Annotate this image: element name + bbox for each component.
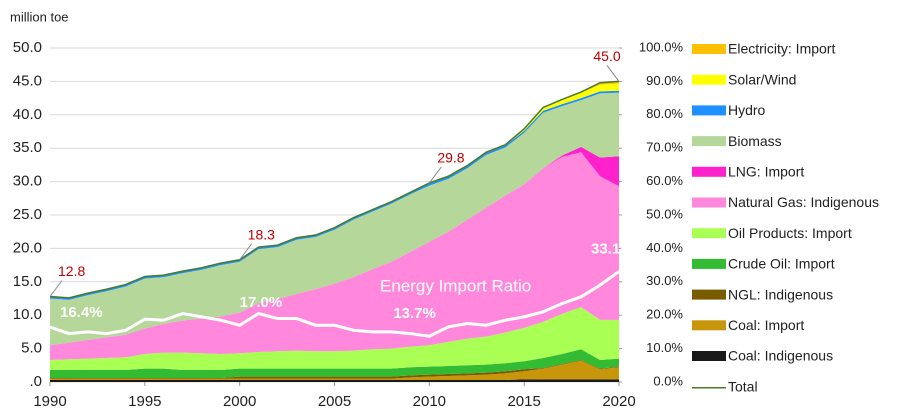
legend-label: Coal: Import bbox=[728, 317, 804, 333]
legend-swatch bbox=[692, 228, 726, 239]
ratio-value-label: 17.0% bbox=[240, 294, 283, 311]
total-value-label: 45.0 bbox=[593, 48, 620, 64]
legend-label: Oil Products: Import bbox=[728, 225, 852, 241]
legend-label: NGL: Indigenous bbox=[728, 286, 833, 302]
legend-swatch bbox=[692, 320, 726, 331]
y-tick-label: 5.0 bbox=[21, 340, 42, 357]
ratio-value-label: 33.1% bbox=[591, 240, 634, 257]
y2-tick-label: 50.0% bbox=[646, 206, 683, 221]
area bbox=[50, 307, 619, 370]
x-tick-label: 2015 bbox=[507, 393, 540, 410]
y2-tick-label: 40.0% bbox=[646, 240, 683, 255]
total-value-label: 12.8 bbox=[58, 263, 85, 279]
legend-label: LNG: Import bbox=[728, 164, 804, 180]
legend-label: Coal: Indigenous bbox=[728, 348, 833, 364]
legend-swatch bbox=[692, 105, 726, 116]
y2-tick-label: 10.0% bbox=[646, 340, 683, 355]
legend-label: Electricity: Import bbox=[728, 41, 835, 57]
legend-label: Natural Gas: Indigenous bbox=[728, 194, 879, 210]
y-tick-label: 35.0 bbox=[13, 139, 42, 156]
legend-swatch bbox=[692, 258, 726, 269]
leader-line bbox=[606, 65, 620, 82]
x-tick-label: 2020 bbox=[602, 393, 635, 410]
area bbox=[50, 360, 619, 380]
x-tick-label: 1990 bbox=[33, 393, 66, 410]
y-tick-label: 10.0 bbox=[13, 306, 42, 323]
y-tick-label: 25.0 bbox=[13, 206, 42, 223]
y-tick-label: 30.0 bbox=[13, 173, 42, 190]
total-value-label: 18.3 bbox=[248, 226, 275, 242]
legend-swatch bbox=[692, 351, 726, 361]
legend-swatch bbox=[692, 136, 726, 147]
legend-label: Total bbox=[728, 378, 758, 394]
y2-tick-label: 90.0% bbox=[646, 73, 683, 88]
legend-swatch bbox=[692, 74, 726, 85]
total-line bbox=[49, 80, 620, 299]
ratio-value-label: 16.4% bbox=[60, 304, 103, 321]
leader-line bbox=[239, 243, 253, 261]
x-tick-label: 1995 bbox=[128, 393, 161, 410]
legend-swatch bbox=[692, 197, 726, 208]
y-tick-label: 20.0 bbox=[13, 239, 42, 256]
legend-swatch bbox=[692, 289, 726, 300]
y-tick-label: 45.0 bbox=[13, 72, 42, 89]
leader-line bbox=[428, 166, 442, 184]
y2-tick-label: 20.0% bbox=[646, 307, 683, 322]
y2-tick-label: 100.0% bbox=[639, 39, 684, 54]
legend-label: Biomass bbox=[728, 133, 782, 149]
annotation: Energy Import Ratio bbox=[380, 276, 531, 295]
area bbox=[50, 349, 619, 378]
x-tick-label: 2005 bbox=[318, 393, 351, 410]
total-value-label: 29.8 bbox=[437, 150, 464, 166]
legend-swatch bbox=[692, 44, 726, 54]
legend-label: Hydro bbox=[728, 102, 766, 118]
area bbox=[50, 359, 619, 379]
y2-tick-label: 0.0% bbox=[653, 373, 683, 388]
legend-label: Crude Oil: Import bbox=[728, 256, 835, 272]
x-tick-label: 2010 bbox=[413, 393, 446, 410]
y-tick-label: 15.0 bbox=[13, 273, 42, 290]
y-tick-label: 40.0 bbox=[13, 106, 42, 123]
legend-label: Solar/Wind bbox=[728, 71, 796, 87]
y-tick-label: 50.0 bbox=[13, 39, 42, 56]
y-axis-label: million toe bbox=[10, 9, 69, 24]
y2-tick-label: 80.0% bbox=[646, 106, 683, 121]
x-tick-label: 2000 bbox=[223, 393, 256, 410]
y-tick-label: .0 bbox=[29, 373, 42, 390]
legend-swatch bbox=[692, 166, 726, 177]
area bbox=[50, 92, 619, 346]
y2-tick-label: 30.0% bbox=[646, 273, 683, 288]
area bbox=[50, 152, 619, 360]
ratio-value-label: 13.7% bbox=[393, 305, 436, 322]
leader-line bbox=[49, 280, 63, 297]
ratio-line bbox=[49, 270, 620, 338]
y2-tick-label: 70.0% bbox=[646, 140, 683, 155]
y2-tick-label: 60.0% bbox=[646, 173, 683, 188]
